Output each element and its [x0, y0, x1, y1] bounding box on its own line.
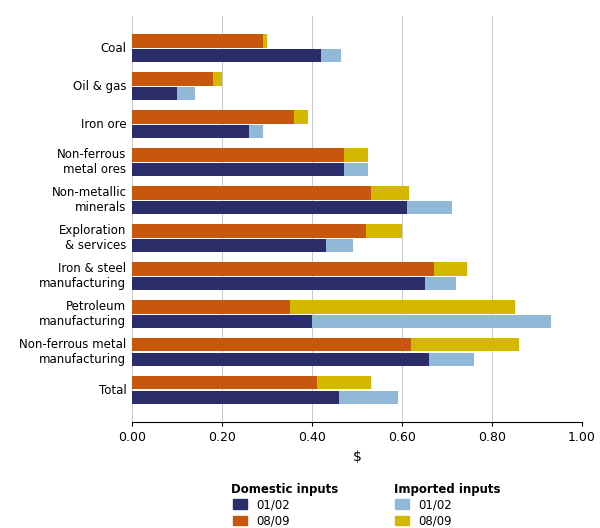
Bar	[429, 353, 474, 366]
Bar	[317, 376, 371, 390]
Bar	[132, 262, 433, 276]
Bar	[339, 391, 398, 404]
Bar	[132, 338, 411, 352]
Bar	[132, 376, 317, 390]
Bar	[132, 239, 325, 252]
Bar	[132, 391, 339, 404]
Bar	[132, 125, 249, 138]
Bar	[132, 49, 321, 62]
Bar	[411, 338, 519, 352]
Bar	[263, 34, 267, 48]
X-axis label: $: $	[353, 450, 361, 464]
Bar	[132, 34, 263, 48]
Bar	[132, 277, 425, 290]
Bar	[132, 148, 343, 162]
Bar	[132, 186, 371, 200]
Bar	[321, 49, 341, 62]
Text: Domestic inputs: Domestic inputs	[232, 484, 338, 496]
Bar	[249, 125, 263, 138]
Legend: 01/02, 08/09: 01/02, 08/09	[390, 493, 457, 528]
Bar	[132, 163, 343, 176]
Bar	[132, 87, 177, 100]
Bar	[132, 315, 312, 328]
Bar	[177, 87, 195, 100]
Text: Imported inputs: Imported inputs	[394, 484, 500, 496]
Bar	[371, 186, 409, 200]
Bar	[343, 163, 368, 176]
Bar	[312, 315, 551, 328]
Bar	[132, 72, 213, 86]
Bar	[294, 110, 308, 124]
Bar	[325, 239, 353, 252]
Bar	[213, 72, 222, 86]
Bar	[290, 300, 515, 314]
Bar	[407, 201, 452, 214]
Bar	[343, 148, 368, 162]
Bar	[132, 110, 294, 124]
Bar	[132, 300, 290, 314]
Bar	[366, 224, 402, 238]
Bar	[132, 201, 407, 214]
Bar	[425, 277, 456, 290]
Bar	[132, 224, 366, 238]
Bar	[433, 262, 467, 276]
Bar	[132, 353, 429, 366]
